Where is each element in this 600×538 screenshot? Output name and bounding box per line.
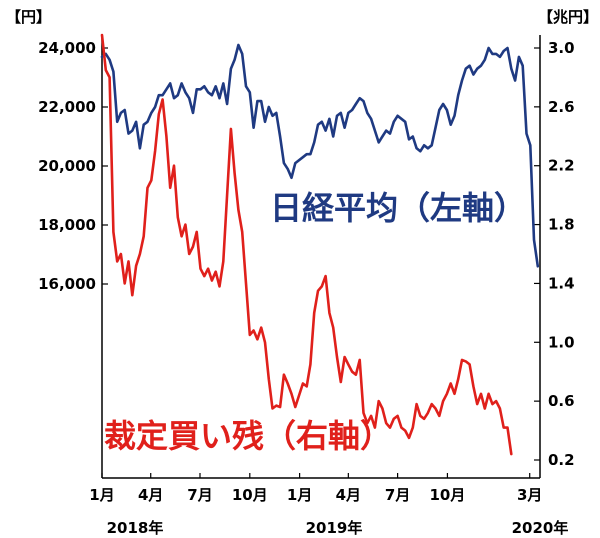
right-tick-label: 2.2 — [548, 157, 575, 175]
right-tick-label: 2.6 — [548, 98, 575, 116]
left-tick-labels: 24,000 22,000 20,000 18,000 16,000 — [38, 39, 108, 293]
x-tick-label: 3月 — [517, 486, 542, 504]
right-tick-label: 0.6 — [548, 392, 575, 410]
arbitrage-series-line — [100, 33, 513, 456]
year-label: 2020年 — [512, 519, 569, 537]
right-tick-label: 3.0 — [548, 39, 575, 57]
year-label: 2019年 — [306, 519, 363, 537]
left-tick-label: 16,000 — [38, 275, 96, 293]
x-tick-label: 7月 — [385, 486, 410, 504]
series-lines — [100, 33, 540, 456]
series-label-nikkei: 日経平均（左軸） — [270, 189, 526, 227]
left-tick-label: 24,000 — [38, 39, 96, 57]
year-labels: 2018年 2019年 2020年 — [107, 519, 569, 537]
right-tick-label: 1.0 — [548, 333, 575, 351]
plot-frame — [101, 35, 541, 479]
x-tick-label: 1月 — [287, 486, 312, 504]
x-tick-labels: 1月 4月 7月 10月 1月 4月 7月 10月 3月 — [89, 473, 542, 504]
x-tick-label: 10月 — [429, 486, 465, 504]
x-tick-label: 10月 — [232, 486, 268, 504]
year-label: 2018年 — [107, 519, 164, 537]
x-tick-label: 1月 — [89, 486, 114, 504]
left-tick-label: 22,000 — [38, 98, 96, 116]
right-axis-unit: 【兆円】 — [538, 8, 598, 26]
right-tick-label: 1.4 — [548, 274, 575, 292]
left-tick-label: 20,000 — [38, 157, 96, 175]
x-tick-label: 7月 — [187, 486, 212, 504]
left-tick-label: 18,000 — [38, 216, 96, 234]
right-tick-labels: 3.0 2.6 2.2 1.8 1.4 1.0 0.6 0.2 — [534, 39, 575, 469]
right-tick-label: 1.8 — [548, 216, 575, 234]
right-tick-label: 0.2 — [548, 451, 575, 469]
x-tick-label: 4月 — [138, 486, 163, 504]
left-axis-unit: 【円】 — [6, 8, 51, 26]
nikkei-series-line — [100, 43, 540, 268]
series-label-arbitrage: 裁定買い残（右軸） — [104, 417, 392, 455]
x-tick-label: 4月 — [336, 486, 361, 504]
